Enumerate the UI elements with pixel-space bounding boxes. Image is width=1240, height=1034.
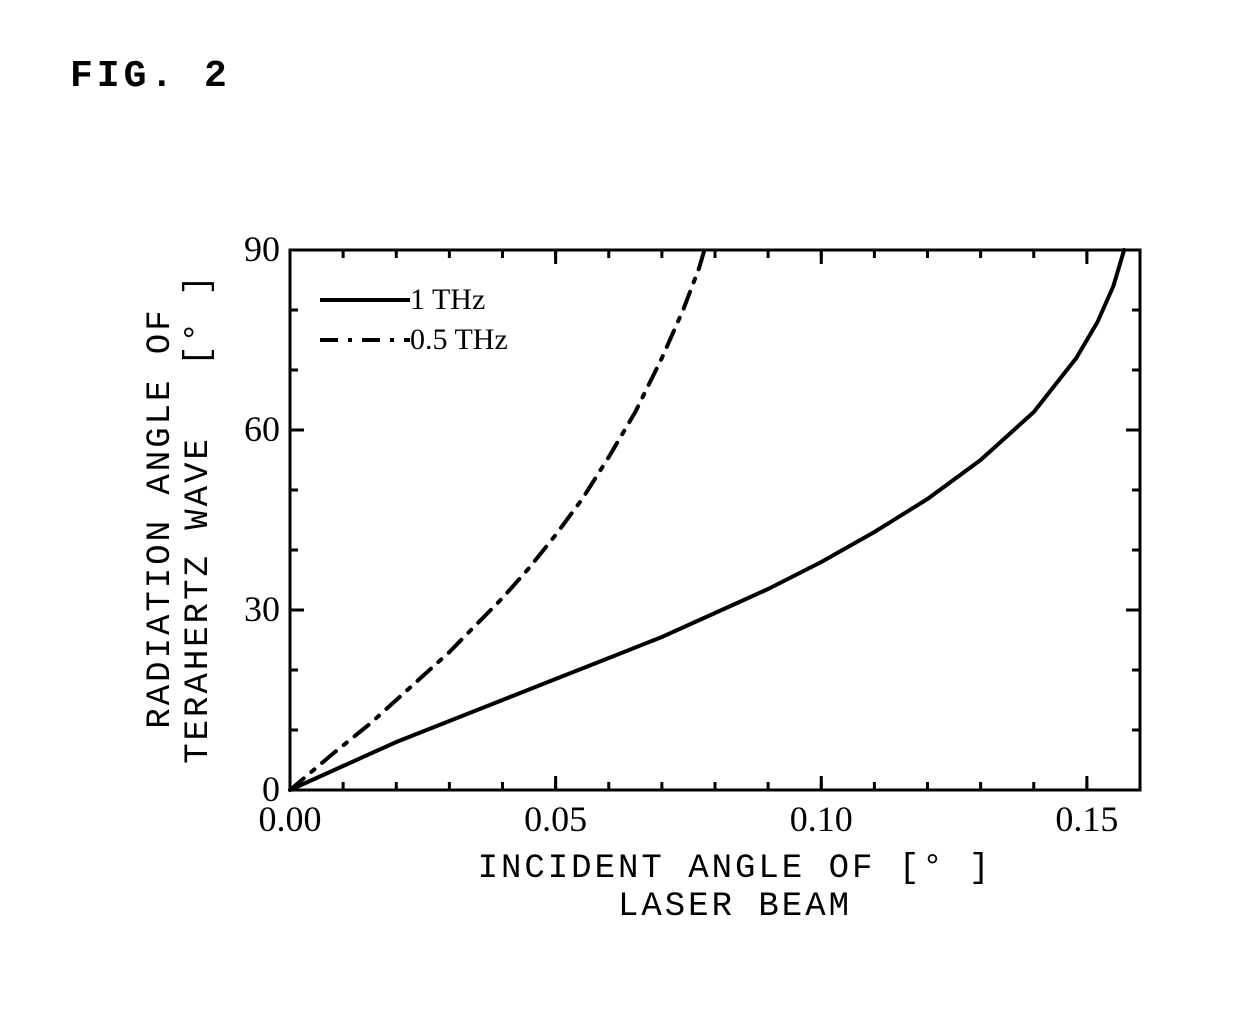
page: FIG. 2 RADIATION ANGLE OF TERAHERTZ WAVE…	[0, 0, 1240, 1034]
x-tick-label: 0.10	[781, 798, 861, 840]
x-tick-label: 0.05	[516, 798, 596, 840]
x-tick-label: 0.15	[1047, 798, 1127, 840]
legend-label: 0.5 THz	[410, 323, 508, 357]
y-tick-label: 60	[230, 408, 280, 450]
y-tick-label: 0	[230, 768, 280, 810]
legend-swatch	[320, 285, 410, 315]
legend-item: 1 THz	[320, 280, 508, 320]
legend-swatch	[320, 325, 410, 355]
plot-area	[0, 0, 1240, 1034]
y-tick-label: 30	[230, 588, 280, 630]
legend: 1 THz 0.5 THz	[320, 280, 508, 360]
legend-item: 0.5 THz	[320, 320, 508, 360]
y-tick-label: 90	[230, 228, 280, 270]
legend-label: 1 THz	[410, 283, 485, 317]
